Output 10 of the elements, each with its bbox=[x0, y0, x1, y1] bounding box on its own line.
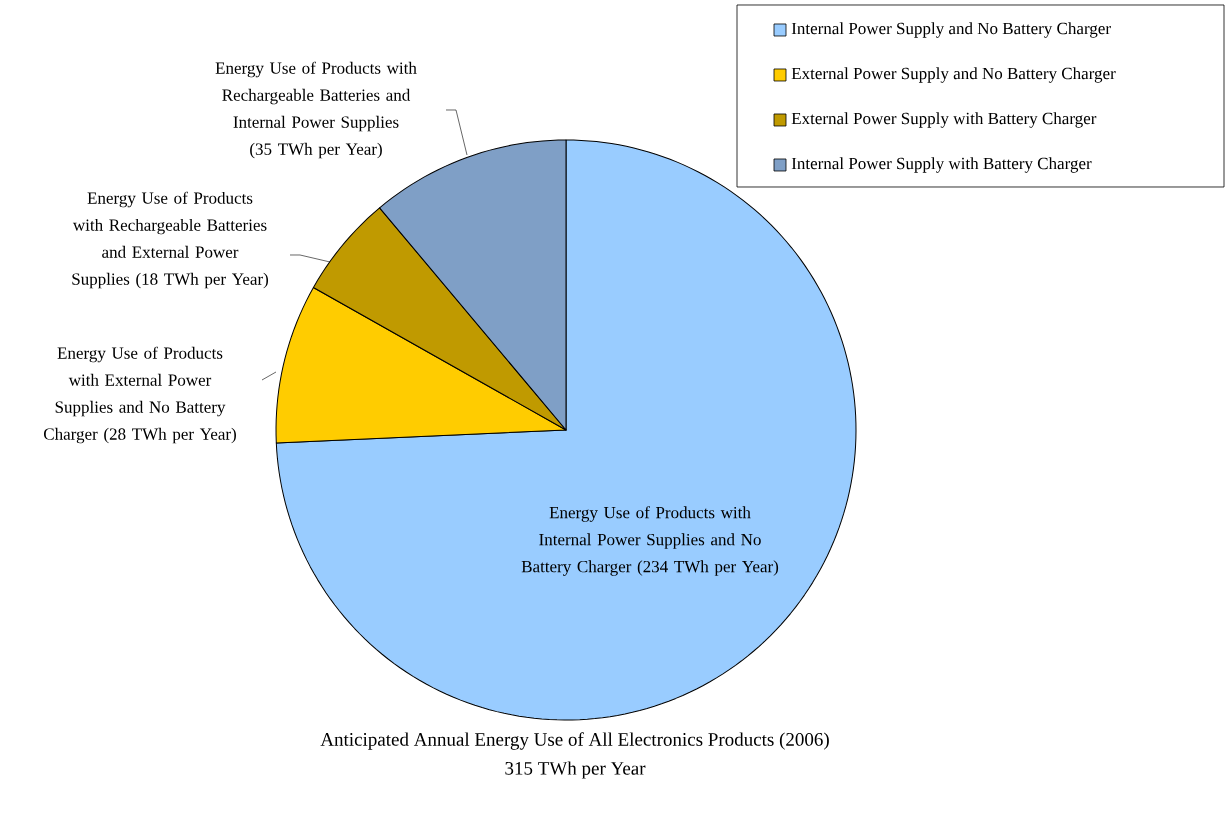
data-label: Energy Use of Products with External Power Supplies and No Battery Charger (28 TWh per Year) bbox=[44, 346, 236, 444]
data-label: Energy Use of Products with Internal Power Supplies and No Battery Charger (234 TWh per Year) bbox=[521, 506, 779, 576]
text: 315 TWh per Year bbox=[505, 761, 646, 779]
data-label: Energy Use of Products with Rechargeable Batteries and External Power Supplies (18 TWh per Year) bbox=[72, 191, 269, 289]
legend-label: External Power Supply with Battery Charger bbox=[791, 112, 1097, 128]
legend-label: Internal Power Supply with Battery Charger bbox=[791, 157, 1092, 173]
text: Anticipated Annual Energy Use of All Electronics Products (2006) bbox=[320, 732, 829, 750]
legend-label: Internal Power Supply and No Battery Charger bbox=[791, 22, 1111, 38]
legend-label: External Power Supply and No Battery Charger bbox=[791, 67, 1116, 83]
data-label: Energy Use of Products with Rechargeable Batteries and Internal Power Supplies (35 TWh per Year) bbox=[215, 61, 417, 159]
